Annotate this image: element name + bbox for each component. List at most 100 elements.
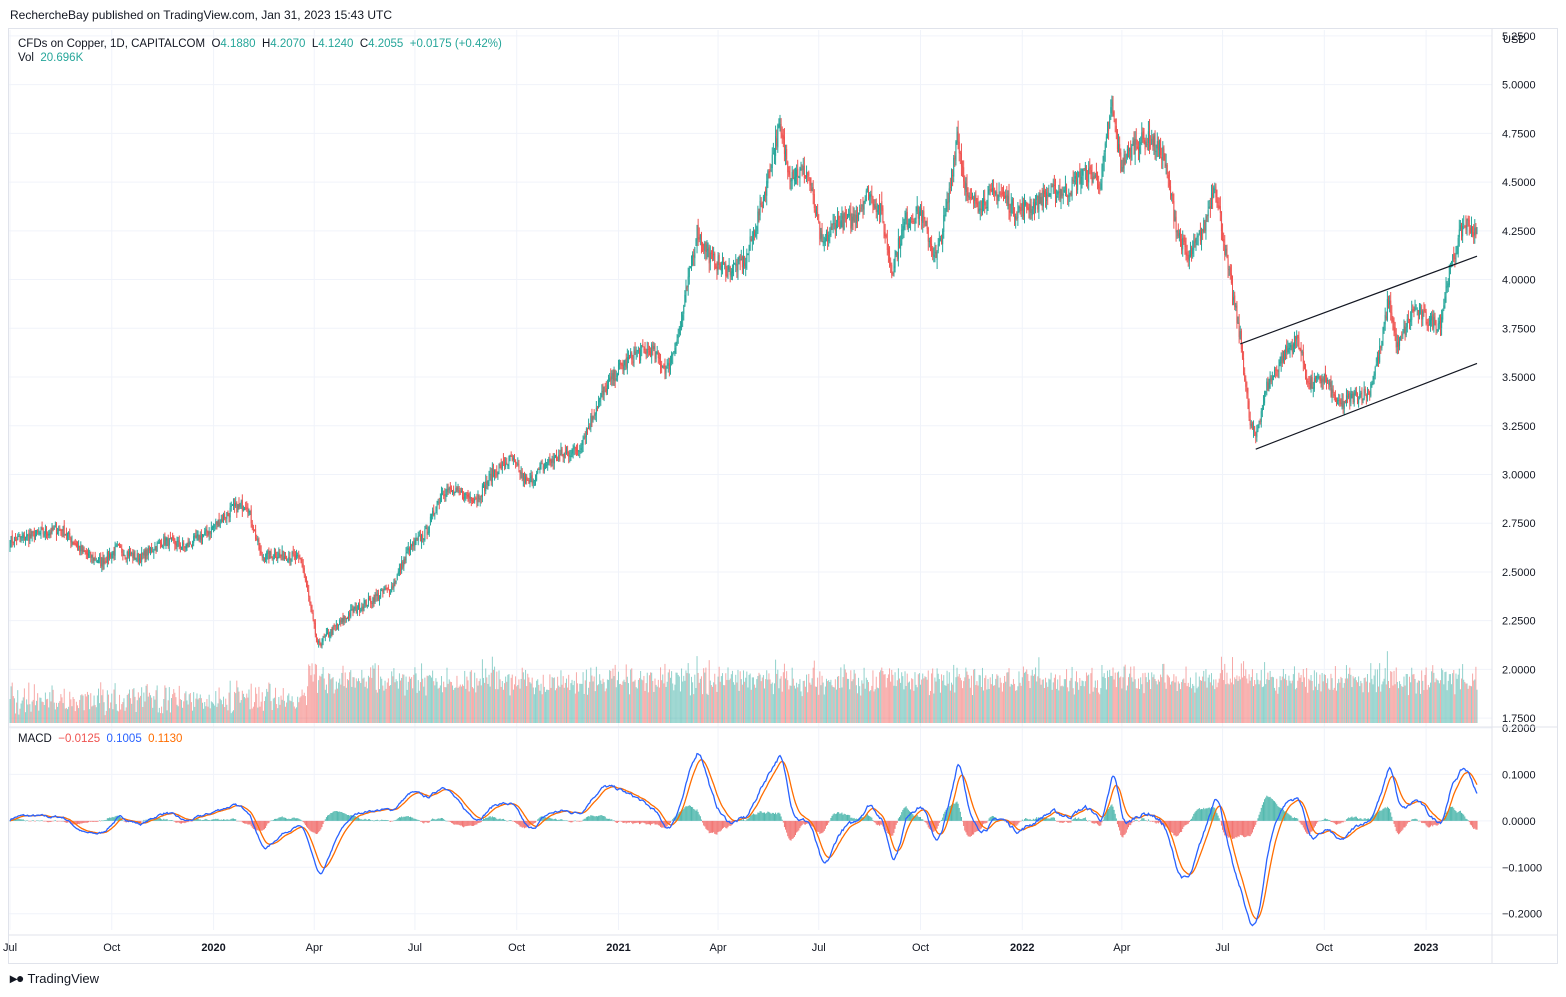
- candle-body: [991, 188, 993, 192]
- volume-bar: [449, 681, 451, 723]
- candle-body: [1089, 166, 1091, 170]
- volume-bar: [481, 659, 483, 723]
- candle-body: [827, 232, 829, 242]
- candle-body: [1360, 393, 1362, 395]
- candle-body: [804, 176, 806, 178]
- volume-bar: [339, 678, 341, 723]
- volume-bar: [1289, 680, 1291, 723]
- volume-bar: [467, 680, 469, 723]
- macd-histogram-bar: [457, 820, 459, 825]
- macd-histogram-bar: [785, 820, 787, 830]
- macd-histogram-bar: [579, 820, 581, 822]
- candle-body: [1464, 226, 1466, 228]
- candle-body: [1090, 169, 1092, 175]
- candle-body: [627, 357, 629, 359]
- volume-bar: [300, 696, 302, 723]
- candle-body: [529, 478, 531, 485]
- volume-bar: [239, 702, 241, 723]
- candle-body: [1303, 363, 1305, 369]
- volume-bar: [587, 694, 589, 723]
- candle-body: [10, 536, 12, 548]
- candle-body: [1011, 199, 1013, 206]
- volume-bar: [231, 711, 233, 723]
- volume-bar: [1257, 679, 1259, 723]
- macd-histogram-bar: [569, 820, 571, 823]
- volume-bar: [1134, 679, 1136, 723]
- macd-histogram-bar: [684, 807, 686, 821]
- candle-body: [1417, 310, 1419, 316]
- volume-bar: [484, 682, 486, 723]
- volume-bar: [213, 703, 215, 723]
- volume-bar: [1342, 687, 1344, 723]
- volume-bar: [291, 696, 293, 723]
- volume-bar: [731, 670, 733, 723]
- candle-body: [380, 592, 382, 598]
- volume-bar: [72, 697, 74, 723]
- macd-histogram-bar: [885, 820, 887, 832]
- candle-body: [511, 455, 513, 461]
- volume-bar: [1140, 677, 1142, 723]
- candle-body: [1465, 225, 1467, 230]
- volume-bar: [595, 666, 597, 723]
- volume-bar: [1309, 680, 1311, 723]
- macd-histogram-bar: [438, 818, 440, 821]
- volume-bar: [868, 682, 870, 723]
- volume-bar: [1372, 684, 1374, 723]
- candle-body: [1253, 425, 1255, 432]
- candle-body: [929, 240, 931, 244]
- candle-body: [146, 549, 148, 556]
- candle-body: [1311, 377, 1313, 389]
- volume-bar: [266, 688, 268, 723]
- volume-bar: [860, 695, 862, 723]
- macd-histogram-bar: [202, 820, 204, 821]
- candle-body: [1366, 391, 1368, 396]
- volume-bar: [911, 678, 913, 723]
- candle-body: [124, 555, 126, 557]
- volume-bar: [262, 710, 264, 723]
- candle-body: [643, 348, 645, 350]
- macd-histogram-bar: [973, 820, 975, 835]
- candle-body: [1172, 194, 1174, 203]
- macd-histogram-bar: [819, 820, 821, 834]
- volume-bar: [820, 685, 822, 723]
- macd-histogram-bar: [609, 818, 611, 821]
- candle-body: [870, 194, 872, 197]
- volume-bar: [107, 694, 109, 723]
- candle-body: [868, 189, 870, 200]
- volume-bar: [234, 691, 236, 723]
- volume-bar: [13, 698, 15, 723]
- candle-body: [364, 600, 366, 604]
- macd-histogram-bar: [682, 809, 684, 821]
- candle-body: [1036, 194, 1038, 200]
- volume-bar: [823, 694, 825, 723]
- macd-histogram-bar: [339, 811, 341, 821]
- chart-frame[interactable]: [8, 28, 1558, 964]
- volume-bar: [268, 682, 270, 723]
- volume-bar: [176, 704, 178, 723]
- volume-bar: [1380, 691, 1382, 723]
- macd-histogram-bar: [371, 820, 373, 822]
- candle-body: [273, 553, 275, 557]
- volume-bar: [598, 684, 600, 723]
- volume-bar: [553, 677, 555, 723]
- macd-histogram-bar: [941, 819, 943, 821]
- candle-body: [339, 620, 341, 625]
- candle-body: [914, 220, 916, 226]
- volume-bar: [1126, 685, 1128, 723]
- volume-bar: [871, 685, 873, 723]
- macd-histogram-bar: [266, 820, 268, 826]
- volume-bar: [1112, 667, 1114, 723]
- volume-bar: [1224, 663, 1226, 723]
- volume-bar: [1229, 678, 1231, 723]
- volume-bar: [1225, 684, 1227, 723]
- macd-histogram-bar: [455, 820, 457, 825]
- macd-histogram-bar: [43, 820, 45, 822]
- volume-bar: [1165, 688, 1167, 723]
- candle-body: [1431, 316, 1433, 321]
- candle-body: [885, 234, 887, 238]
- volume-bar: [1101, 664, 1103, 723]
- macd-histogram-bar: [839, 813, 841, 821]
- macd-histogram-bar: [52, 820, 54, 822]
- macd-histogram-bar: [221, 819, 223, 821]
